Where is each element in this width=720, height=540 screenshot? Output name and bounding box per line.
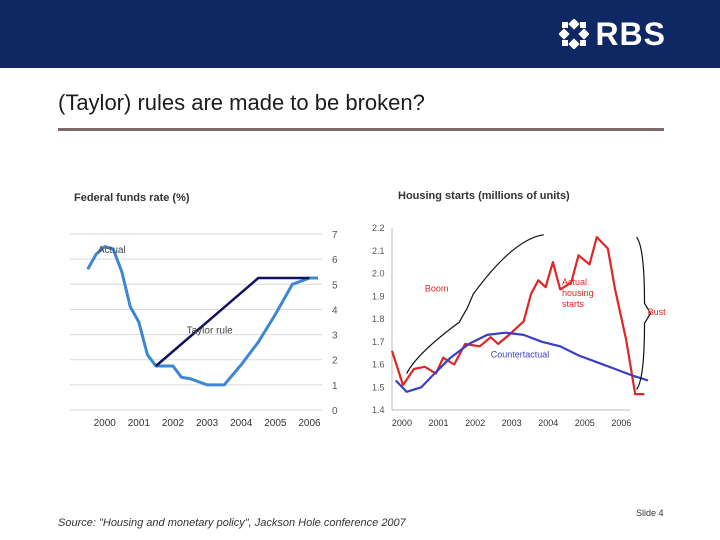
chart2-bust-brace [636,236,652,390]
chart1-y-tick: 4 [332,305,338,316]
chart2-annotation-boom: Boom [425,284,449,294]
chart1-annotation-taylor: Taylor rule [187,326,234,337]
chart2-counterfactual-line [394,331,649,393]
chart2-x-tick: 2002 [465,418,485,428]
chart1-title: Federal funds rate (%) [74,192,190,204]
chart2-actual-line [390,236,645,396]
chart2-y-tick: 1.9 [372,291,385,301]
chart2-annotation-actual-line: housing [562,288,594,298]
chart1-annotation-actual: Actual [98,245,126,256]
chart1-y-tick: 0 [332,406,338,417]
slide-number: Slide 4 [636,508,664,518]
chart2-boom-brace [406,234,544,374]
chart2-x-tick: 2006 [611,418,631,428]
rbs-logo: RBS [559,16,666,52]
chart1-y-tick: 6 [332,255,338,266]
chart1-y-tick: 2 [332,356,338,367]
chart2-title: Housing starts (millions of units) [398,190,570,202]
chart1-y-tick: 1 [332,381,338,392]
chart2-y-tick: 1.7 [372,337,385,347]
chart2-x-tick: 2004 [538,418,558,428]
chart1-x-tick: 2001 [128,418,151,429]
chart2-x-tick: 2003 [502,418,522,428]
chart2-x-tick: 2005 [575,418,595,428]
chart2-annotation-bust: Bust [648,307,667,317]
daisy-cube-icon [559,19,590,49]
chart2-y-tick: 2.0 [372,269,385,279]
chart2-y-tick: 2.1 [372,246,385,256]
chart1-x-tick: 2002 [162,418,185,429]
chart2-x-tick: 2001 [428,418,448,428]
chart2-y-tick: 1.4 [372,405,385,415]
chart2-annotation-actual-line: starts [562,299,585,309]
chart2-annotation-actual-line: Actual [562,277,587,287]
title-divider [58,128,664,131]
chart1-x-tick: 2006 [298,418,321,429]
chart1-y-tick: 7 [332,230,338,241]
housing-starts-chart: 2.2 2.1 2.0 1.9 1.8 1.7 1.6 1.5 1.4 2000 2001 2002 2… [372,223,667,428]
header-bar: RBS [0,0,720,68]
chart2-y-tick: 1.6 [372,360,385,370]
chart1-actual-line [86,245,318,387]
chart2-y-tick: 2.2 [372,223,385,233]
chart1-x-tick: 2000 [94,418,117,429]
slide-title: (Taylor) rules are made to be broken? [58,90,425,115]
chart1-taylor-line [155,276,310,367]
chart2-annotation-counterfactual: Countertactual [491,350,550,360]
chart2-y-tick: 1.5 [372,382,385,392]
chart1-y-tick: 5 [332,280,338,291]
chart1-y-tick: 3 [332,331,338,342]
chart2-y-tick: 1.8 [372,314,385,324]
chart1-x-tick: 2003 [196,418,219,429]
logo-text: RBS [595,16,666,52]
chart2-annotation-actual: Actual housing starts [562,277,594,309]
chart1-x-tick: 2004 [230,418,253,429]
chart2-x-tick: 2000 [392,418,412,428]
fed-funds-chart: 7 6 5 4 3 2 1 0 2000 2001 2002 2003 2004 2005 2006 Actu… [70,230,338,429]
source-note: Source: "Housing and monetary policy", J… [58,517,406,529]
chart1-x-tick: 2005 [264,418,287,429]
